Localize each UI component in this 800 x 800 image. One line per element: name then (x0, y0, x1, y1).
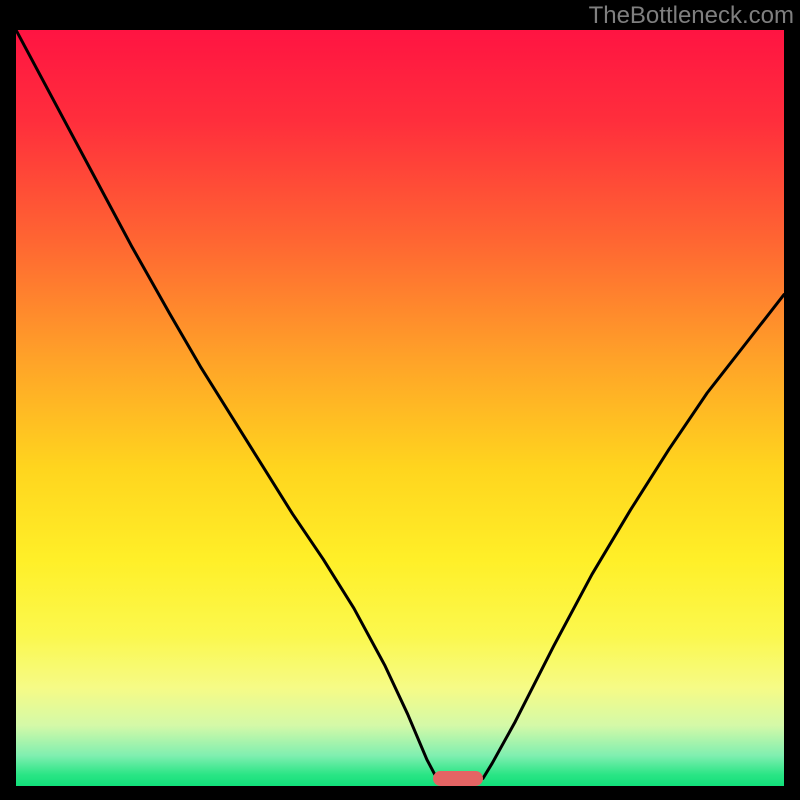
plot-area (16, 30, 784, 786)
bottleneck-curve (16, 30, 784, 786)
bottleneck-chart: TheBottleneck.com (0, 0, 800, 800)
watermark-text: TheBottleneck.com (589, 2, 794, 30)
curve-path (16, 30, 784, 781)
optimum-marker (433, 771, 483, 786)
